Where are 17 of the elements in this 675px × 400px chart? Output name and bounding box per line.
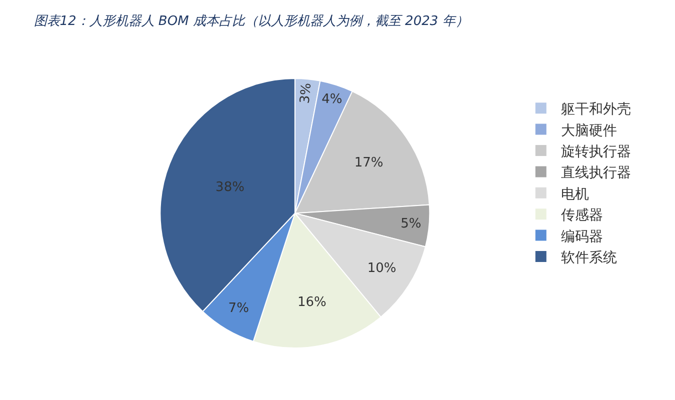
chart-title: 图表12：人形机器人 BOM 成本占比（以人形机器人为例，截至 2023 年） [34,14,468,30]
data-label: 17% [354,156,384,171]
legend-label: 编码器 [560,228,603,245]
data-label: 10% [367,260,396,276]
data-label: 3% [298,82,315,104]
data-label: 16% [298,295,326,310]
legend-label: 软件系统 [560,250,617,266]
legend-label: 传感器 [560,208,603,224]
legend-label: 直线执行器 [560,165,631,182]
data-label: 5% [400,216,422,232]
legend-label: 电机 [560,186,589,202]
data-label: 4% [322,92,342,107]
data-label: 38% [216,180,244,196]
legend-label: 大脑硬件 [560,122,617,139]
legend-label: 旋转执行器 [560,144,631,160]
legend-label: 躯干和外壳 [560,102,631,118]
data-label: 7% [228,300,249,316]
